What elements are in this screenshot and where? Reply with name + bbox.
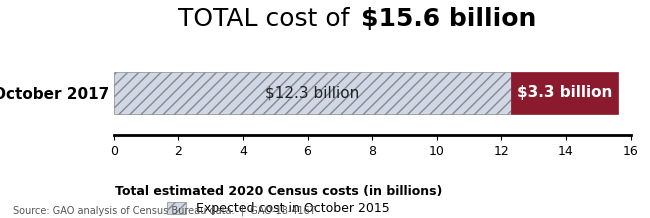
Bar [114,72,511,114]
Text: $15.6 billion: $15.6 billion [361,7,536,31]
Bar [511,72,618,114]
Legend: Expected cost in October 2015, Increase from October 2015: Expected cost in October 2015, Increase … [115,185,442,218]
Text: TOTAL cost of: TOTAL cost of [178,7,358,31]
Text: Source: GAO analysis of Census Bureau data.  |  GAO-18-416T: Source: GAO analysis of Census Bureau da… [13,205,316,216]
Text: $3.3 billion: $3.3 billion [517,85,612,100]
Text: $12.3 billion: $12.3 billion [265,85,359,100]
